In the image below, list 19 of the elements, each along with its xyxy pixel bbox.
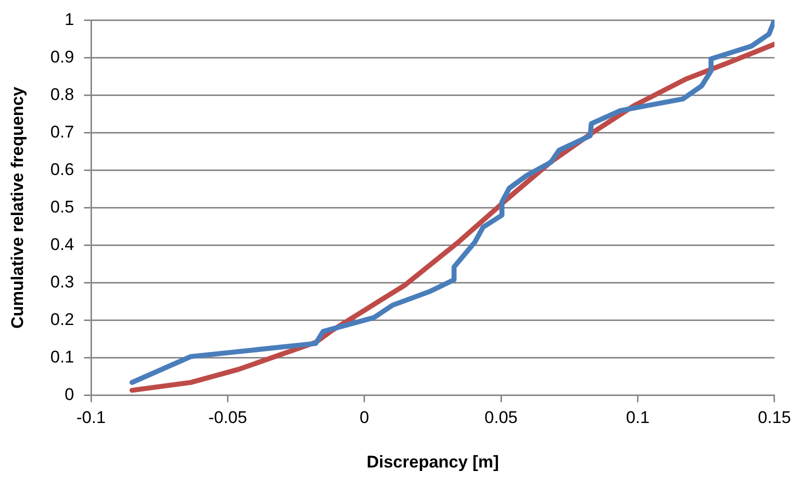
y-tick-label: 0.2 <box>50 310 74 329</box>
x-tick-label: -0.05 <box>208 408 248 428</box>
x-tick-label: 0.15 <box>758 408 792 428</box>
y-tick-label: 0.8 <box>50 84 74 104</box>
x-tick-label: 0.05 <box>484 408 518 428</box>
x-axis-title: Discrepancy [m] <box>366 452 499 472</box>
y-tick-label: 0.1 <box>50 347 74 366</box>
y-tick-label: 0.4 <box>50 234 74 254</box>
y-tick-label: 0.5 <box>50 197 74 216</box>
y-tick-label: 0.7 <box>50 122 74 142</box>
x-tick-label: 0.1 <box>626 408 650 428</box>
y-tick-label: 0.6 <box>50 160 74 179</box>
y-tick-label: 1 <box>64 10 74 29</box>
y-axis-title: Cumulative relative frequency <box>8 86 27 329</box>
x-tick-label: 0 <box>360 408 370 428</box>
y-tick-label: 0 <box>64 384 74 404</box>
y-tick-label: 0.9 <box>50 47 74 66</box>
y-tick-label: 0.3 <box>50 272 74 292</box>
x-tick-label: -0.1 <box>76 408 106 428</box>
